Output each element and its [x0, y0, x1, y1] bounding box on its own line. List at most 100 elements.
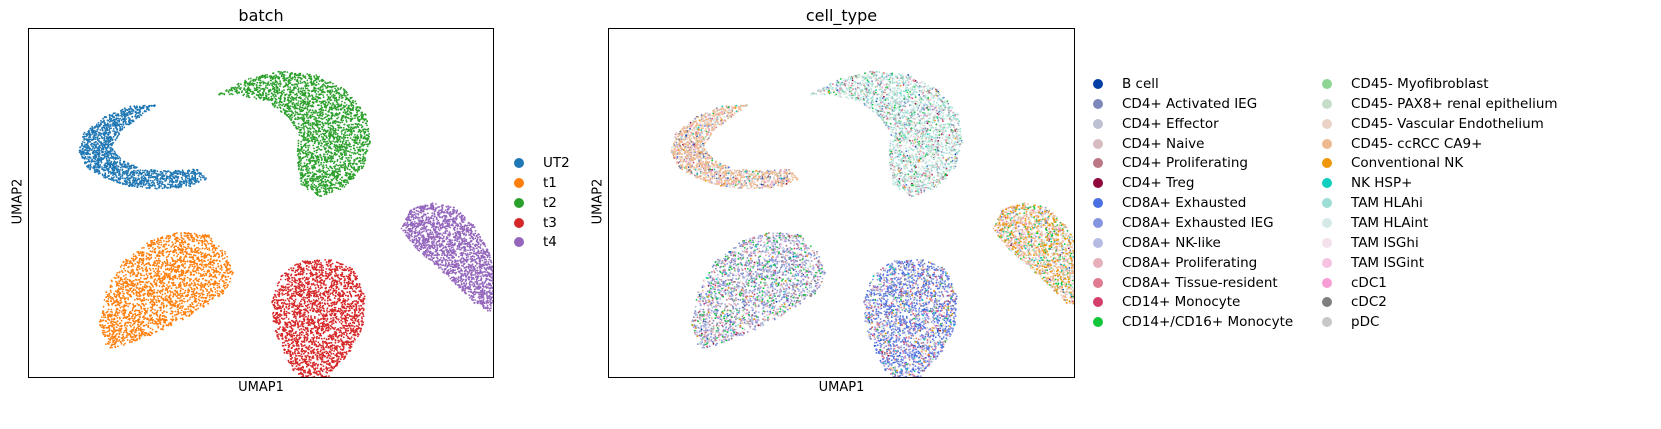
scatter-point	[107, 154, 110, 156]
scatter-point	[169, 184, 172, 187]
scatter-point	[270, 82, 272, 85]
scatter-point	[300, 162, 302, 165]
scatter-point	[199, 178, 202, 181]
scatter-point	[328, 114, 330, 117]
scatter-point	[164, 292, 167, 295]
scatter-point	[110, 172, 112, 175]
scatter-point	[150, 272, 152, 275]
scatter-point	[348, 124, 350, 126]
scatter-point	[296, 111, 299, 114]
scatter-point	[305, 96, 307, 98]
scatter-point	[266, 74, 269, 76]
scatter-point	[303, 117, 306, 120]
scatter-point	[286, 99, 289, 101]
scatter-point	[342, 138, 345, 141]
scatter-point	[312, 131, 315, 133]
scatter-point	[274, 76, 277, 79]
scatter-point	[279, 107, 282, 110]
scatter-point	[122, 122, 125, 124]
scatter-point	[363, 128, 366, 131]
scatter-point	[271, 84, 273, 87]
scatter-point	[333, 97, 336, 99]
scatter-point	[274, 79, 277, 81]
scatter-point	[307, 127, 310, 130]
scatter-point	[283, 105, 286, 108]
scatter-point	[238, 87, 241, 90]
scatter-point	[307, 153, 310, 156]
scatter-point	[306, 107, 309, 110]
scatter-point	[307, 122, 309, 125]
scatter-point	[281, 73, 284, 75]
scatter-point	[110, 120, 112, 123]
scatter-point	[343, 94, 346, 97]
scatter-point	[325, 143, 327, 146]
scatter-point	[91, 158, 94, 161]
scatter-point	[323, 153, 326, 156]
scatter-point	[354, 149, 356, 152]
scatter-point	[108, 127, 111, 130]
scatter-point	[119, 173, 121, 176]
scatter-point	[198, 278, 201, 281]
scatter-point	[337, 129, 340, 132]
scatter-point	[208, 298, 211, 301]
scatter-point	[121, 174, 124, 177]
scatter-point	[121, 165, 124, 168]
scatter-point	[108, 166, 111, 169]
scatter-point	[299, 80, 302, 82]
scatter-point	[336, 117, 338, 120]
scatter-point	[141, 185, 144, 188]
scatter-point	[196, 170, 199, 172]
scatter-point	[339, 152, 342, 154]
scatter-point	[140, 176, 143, 179]
scatter-point	[331, 157, 334, 160]
scatter-point	[320, 144, 322, 147]
scatter-point	[357, 168, 360, 171]
scatter-point	[338, 145, 341, 148]
scatter-point	[302, 151, 304, 154]
scatter-point	[110, 153, 113, 155]
scatter-point	[176, 180, 179, 182]
scatter-point	[237, 82, 240, 85]
scatter-point	[148, 320, 150, 322]
scatter-point	[368, 133, 370, 135]
scatter-point	[273, 75, 276, 78]
scatter-point	[192, 183, 194, 185]
scatter-point	[92, 136, 95, 138]
scatter-point	[271, 98, 274, 101]
scatter-point	[329, 160, 332, 163]
scatter-point	[338, 137, 341, 139]
scatter-point	[109, 135, 112, 138]
scatter-point	[201, 176, 204, 179]
scatter-point	[312, 156, 315, 158]
scatter-point	[330, 191, 333, 194]
scatter-point	[131, 309, 134, 312]
scatter-point	[147, 280, 150, 283]
scatter-point	[86, 165, 89, 167]
scatter-point	[153, 179, 156, 181]
scatter-point	[114, 123, 117, 126]
scatter-point	[299, 164, 302, 167]
scatter-point	[311, 115, 314, 118]
scatter-point	[326, 90, 329, 93]
scatter-point	[292, 120, 295, 123]
scatter-point	[283, 100, 286, 103]
scatter-point	[331, 189, 334, 192]
scatter-point	[292, 106, 295, 108]
scatter-point	[140, 182, 143, 185]
scatter-point	[356, 146, 358, 149]
scatter-point	[306, 119, 308, 122]
scatter-point	[298, 131, 301, 134]
scatter-point	[358, 153, 360, 156]
scatter-point	[117, 177, 120, 180]
scatter-point	[333, 129, 336, 132]
scatter-point	[227, 90, 230, 93]
scatter-point	[312, 101, 315, 104]
scatter-point	[104, 172, 107, 175]
scatter-point	[312, 89, 315, 92]
scatter-point	[292, 112, 295, 115]
scatter-point	[96, 125, 99, 128]
scatter-point	[111, 139, 114, 142]
scatter-point	[334, 115, 336, 117]
scatter-point	[313, 147, 315, 150]
scatter-point	[161, 187, 164, 190]
